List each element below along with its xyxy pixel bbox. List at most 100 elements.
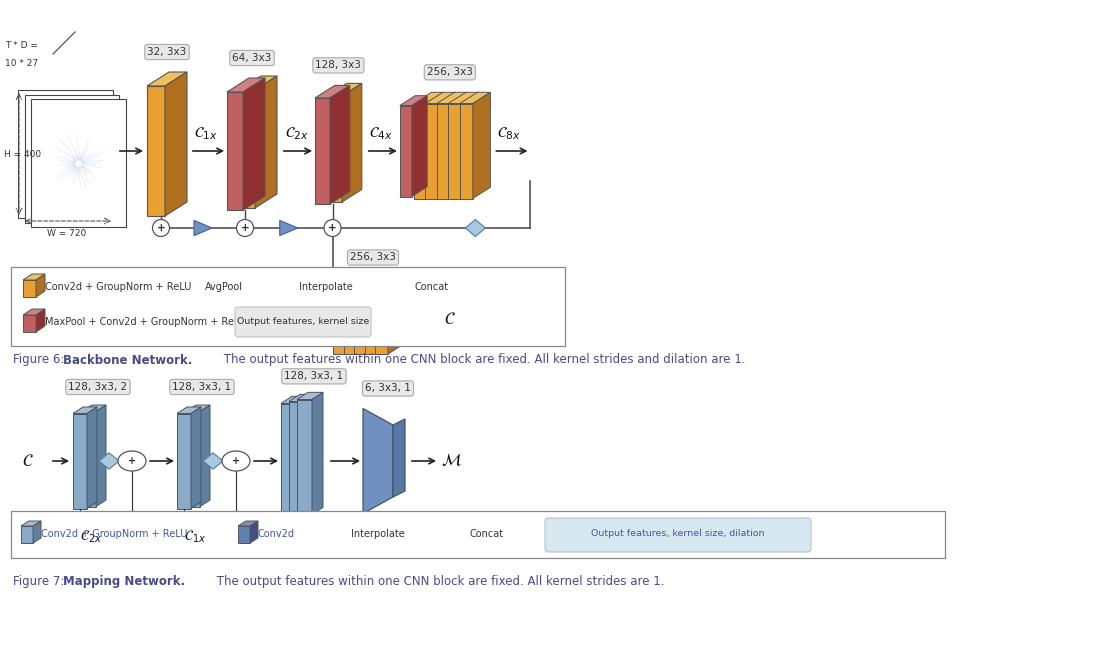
Polygon shape: [227, 92, 243, 210]
Polygon shape: [330, 85, 350, 204]
Polygon shape: [73, 413, 87, 508]
Polygon shape: [460, 92, 490, 104]
Text: Figure 6:: Figure 6:: [13, 354, 68, 367]
FancyBboxPatch shape: [18, 90, 113, 218]
Text: $\mathcal{C}$: $\mathcal{C}$: [445, 312, 456, 329]
Polygon shape: [377, 276, 393, 354]
Text: Interpolate: Interpolate: [299, 282, 353, 292]
FancyBboxPatch shape: [11, 267, 566, 346]
Text: Mapping Network.: Mapping Network.: [62, 575, 185, 588]
Polygon shape: [461, 92, 479, 199]
Ellipse shape: [222, 451, 250, 471]
Text: 128, 3x3, 1: 128, 3x3, 1: [285, 371, 343, 381]
Polygon shape: [449, 92, 467, 199]
Text: +: +: [397, 282, 406, 292]
Ellipse shape: [443, 525, 467, 543]
Text: 128, 3x3, 2: 128, 3x3, 2: [68, 382, 127, 392]
Polygon shape: [412, 96, 427, 197]
Text: Figure 7:: Figure 7:: [13, 575, 68, 588]
Text: The output features within one CNN block are fixed. All kernel strides and dilat: The output features within one CNN block…: [220, 354, 745, 367]
Polygon shape: [255, 76, 277, 208]
Text: Output features, kernel size: Output features, kernel size: [237, 318, 369, 327]
Polygon shape: [438, 92, 456, 199]
Polygon shape: [333, 286, 346, 354]
Polygon shape: [327, 96, 342, 202]
Polygon shape: [346, 276, 363, 354]
Text: H = 400: H = 400: [4, 150, 42, 159]
Polygon shape: [472, 92, 490, 199]
Polygon shape: [243, 78, 265, 210]
Polygon shape: [315, 85, 350, 98]
FancyBboxPatch shape: [31, 99, 126, 227]
Polygon shape: [279, 220, 298, 236]
Polygon shape: [36, 309, 45, 332]
Polygon shape: [33, 521, 41, 543]
Polygon shape: [375, 286, 388, 354]
Polygon shape: [414, 92, 444, 104]
Polygon shape: [176, 407, 201, 413]
Text: $\mathcal{C}$: $\mathcal{C}$: [22, 453, 34, 470]
Polygon shape: [165, 72, 187, 216]
Polygon shape: [365, 286, 377, 354]
Polygon shape: [82, 405, 106, 411]
Text: +: +: [128, 456, 136, 466]
Text: AvgPool: AvgPool: [205, 282, 243, 292]
Text: Concat: Concat: [415, 282, 449, 292]
Polygon shape: [23, 309, 45, 315]
Polygon shape: [400, 106, 412, 197]
Polygon shape: [186, 405, 210, 411]
Text: +: +: [157, 223, 165, 233]
Polygon shape: [281, 396, 307, 403]
Polygon shape: [23, 274, 45, 280]
Polygon shape: [99, 453, 119, 469]
Polygon shape: [250, 521, 258, 543]
Polygon shape: [460, 104, 472, 199]
Polygon shape: [203, 453, 222, 469]
Text: 256, 3x3: 256, 3x3: [350, 253, 396, 262]
Polygon shape: [343, 276, 373, 286]
Text: 256, 3x3: 256, 3x3: [426, 68, 472, 77]
Polygon shape: [82, 411, 96, 506]
Text: $\mathcal{C}_{1x}$: $\mathcal{C}_{1x}$: [194, 126, 218, 142]
Polygon shape: [281, 403, 296, 518]
Polygon shape: [23, 315, 36, 332]
Circle shape: [324, 220, 341, 237]
Polygon shape: [333, 276, 363, 286]
Polygon shape: [238, 526, 250, 543]
Polygon shape: [400, 96, 427, 106]
Text: Backbone Network.: Backbone Network.: [62, 354, 193, 367]
Polygon shape: [425, 92, 456, 104]
Text: Conv2d + GroupNorm + ReLU: Conv2d + GroupNorm + ReLU: [41, 529, 187, 539]
Polygon shape: [147, 72, 187, 86]
Polygon shape: [388, 276, 404, 354]
Polygon shape: [315, 98, 330, 204]
Text: +: +: [232, 456, 240, 466]
Text: 32, 3x3: 32, 3x3: [147, 47, 186, 57]
Polygon shape: [87, 407, 98, 508]
Text: $\mathcal{C}_{4x}$: $\mathcal{C}_{4x}$: [368, 126, 392, 142]
Text: Conv2d: Conv2d: [258, 529, 295, 539]
FancyBboxPatch shape: [545, 518, 811, 552]
Text: Concat: Concat: [470, 529, 504, 539]
Text: $\mathcal{C}_{1x}$: $\mathcal{C}_{1x}$: [184, 528, 206, 544]
Text: Interpolate: Interpolate: [351, 529, 404, 539]
Polygon shape: [21, 526, 33, 543]
Circle shape: [393, 279, 409, 295]
Text: Output features, kernel size, dilation: Output features, kernel size, dilation: [591, 529, 765, 539]
Text: 128, 3x3, 1: 128, 3x3, 1: [172, 382, 231, 392]
Text: MaxPool + Conv2d + GroupNorm + ReLU: MaxPool + Conv2d + GroupNorm + ReLU: [45, 317, 246, 327]
Polygon shape: [312, 392, 323, 514]
Polygon shape: [356, 276, 373, 354]
FancyBboxPatch shape: [24, 94, 119, 222]
Text: Conv2d + GroupNorm + ReLU: Conv2d + GroupNorm + ReLU: [45, 282, 192, 292]
Polygon shape: [327, 83, 362, 96]
Text: +: +: [328, 223, 336, 233]
Polygon shape: [448, 92, 479, 104]
Polygon shape: [329, 527, 347, 541]
Text: 64, 3x3: 64, 3x3: [232, 53, 272, 63]
Polygon shape: [448, 104, 461, 199]
Text: 128, 3x3: 128, 3x3: [316, 60, 362, 70]
Polygon shape: [437, 104, 449, 199]
Text: $\mathcal{C}_{2x}$: $\mathcal{C}_{2x}$: [80, 528, 102, 544]
Polygon shape: [296, 396, 307, 518]
